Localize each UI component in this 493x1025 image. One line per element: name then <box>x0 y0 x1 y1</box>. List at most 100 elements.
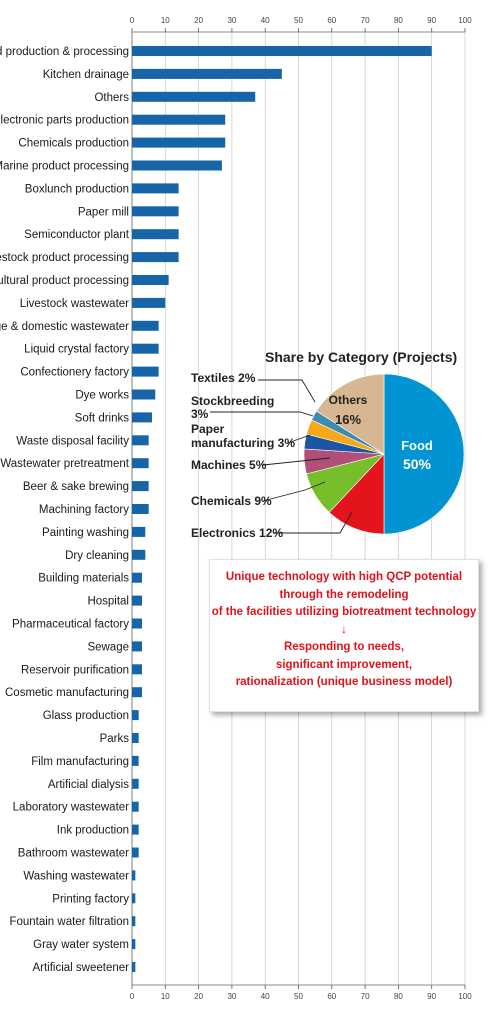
tick-label-top: 90 <box>427 16 436 25</box>
category-label: Liquid crystal factory <box>24 344 129 356</box>
tick-label-bottom: 40 <box>261 992 270 1001</box>
pie-label-machines: Machines 5% <box>191 458 267 472</box>
leader-electronics <box>273 511 353 534</box>
bar <box>132 778 139 789</box>
pie-chart: Share by Category (Projects) Textiles 2%… <box>191 349 465 540</box>
tick-label-bottom: 10 <box>161 992 170 1001</box>
note-line-2: through the remodeling <box>279 588 409 601</box>
pie-leader-lines <box>210 379 353 534</box>
tick-label-bottom: 100 <box>458 992 472 1001</box>
category-label: Washing wastewater <box>23 870 129 882</box>
pie-label-others: Others <box>329 393 368 407</box>
tick-label-top: 70 <box>361 16 370 25</box>
note-line-5: significant improvement, <box>275 658 413 671</box>
category-label: Kitchen drainage <box>43 69 129 81</box>
tick-label-bottom: 20 <box>194 992 203 1001</box>
bar <box>132 297 166 308</box>
note-line-1: Unique technology with high QCP potentia… <box>225 571 463 583</box>
pie-slice <box>316 373 385 455</box>
bar <box>132 687 142 698</box>
note-box: Unique technology with high QCP potentia… <box>209 559 479 712</box>
pie-slice <box>328 453 385 535</box>
bar <box>132 526 146 537</box>
tick-label-bottom: 30 <box>227 992 236 1001</box>
category-label: Confectionery factory <box>20 367 129 379</box>
category-label: Others <box>94 92 129 104</box>
bar <box>132 91 256 102</box>
category-label: Soft drinks <box>75 412 130 424</box>
category-label: Livestock product processing <box>0 252 129 264</box>
bar <box>132 183 179 194</box>
tick-label-bottom: 60 <box>327 992 336 1001</box>
bar <box>132 870 136 881</box>
pie-label-food: Food <box>401 438 433 453</box>
category-label: Livestock wastewater <box>20 298 129 310</box>
tick-label-top: 20 <box>194 16 203 25</box>
leader-textiles <box>258 379 316 403</box>
bar <box>132 572 142 583</box>
bar <box>132 343 159 354</box>
bar <box>132 320 159 331</box>
pie-label-paper: Paper <box>191 422 225 436</box>
category-label: Laboratory wastewater <box>13 802 130 814</box>
pie-label-electronics: Electronics 12% <box>191 526 283 540</box>
tick-label-bottom: 70 <box>361 992 370 1001</box>
category-label: Gray water system <box>33 939 129 951</box>
category-label: Ink production <box>57 825 129 837</box>
category-label: Building materials <box>38 573 129 585</box>
category-label: Agricultural product processing <box>0 275 129 287</box>
pie-label-chemicals: Chemicals 9% <box>191 494 272 508</box>
bar <box>132 46 432 56</box>
bar <box>132 962 136 972</box>
bar <box>132 206 179 217</box>
bar <box>132 916 136 927</box>
pie-label-stockbreeding-pct: 3% <box>191 407 209 421</box>
category-label: Boxlunch production <box>25 183 129 195</box>
tick-label-top: 30 <box>227 16 236 25</box>
category-label: Cosmetic manufacturing <box>5 687 129 699</box>
bar <box>132 824 139 835</box>
bar <box>132 114 226 125</box>
bar <box>132 893 136 904</box>
category-label: Glass production <box>43 710 129 722</box>
category-label: Artificial dialysis <box>48 779 129 791</box>
tick-label-bottom: 80 <box>394 992 403 1001</box>
pie-label-food-pct: 50% <box>403 456 432 472</box>
bar <box>132 733 139 743</box>
tick-label-top: 60 <box>327 16 336 25</box>
category-label: Film manufacturing <box>31 756 129 768</box>
bar <box>132 275 169 285</box>
category-label: Sewage & domestic wastewater <box>0 321 129 333</box>
pie-slices <box>303 373 465 535</box>
category-label: Food production & processing <box>0 46 129 58</box>
pie-slice <box>383 373 465 535</box>
tick-label-top: 100 <box>458 16 472 25</box>
bar <box>132 664 142 675</box>
category-label: Sewage <box>87 641 129 653</box>
bar <box>132 641 142 652</box>
category-label: Waste disposal facility <box>16 435 129 447</box>
tick-label-bottom: 0 <box>130 992 135 1001</box>
bar <box>132 801 139 812</box>
note-arrow: ↓ <box>341 623 347 636</box>
category-label: Beer & sake brewing <box>23 481 129 493</box>
category-label: Hospital <box>87 596 129 608</box>
bar <box>132 412 152 423</box>
category-label: Marine product processing <box>0 161 129 173</box>
category-label: Artificial sweetener <box>32 962 129 974</box>
note-line-4: Responding to needs, <box>283 641 405 653</box>
tick-label-top: 80 <box>394 16 403 25</box>
bar <box>132 160 222 171</box>
bar <box>132 252 179 263</box>
pie-label-paper-pct: manufacturing 3% <box>191 436 295 450</box>
bar <box>132 389 156 400</box>
pie-label-others-pct: 16% <box>335 412 361 427</box>
bar <box>132 618 142 629</box>
category-label: Reservoir purification <box>21 664 129 676</box>
bar <box>132 435 149 446</box>
bar <box>132 229 179 240</box>
category-label: Electronic parts production <box>0 115 129 127</box>
bar <box>132 595 142 606</box>
leader-stockbreeding <box>210 411 314 417</box>
